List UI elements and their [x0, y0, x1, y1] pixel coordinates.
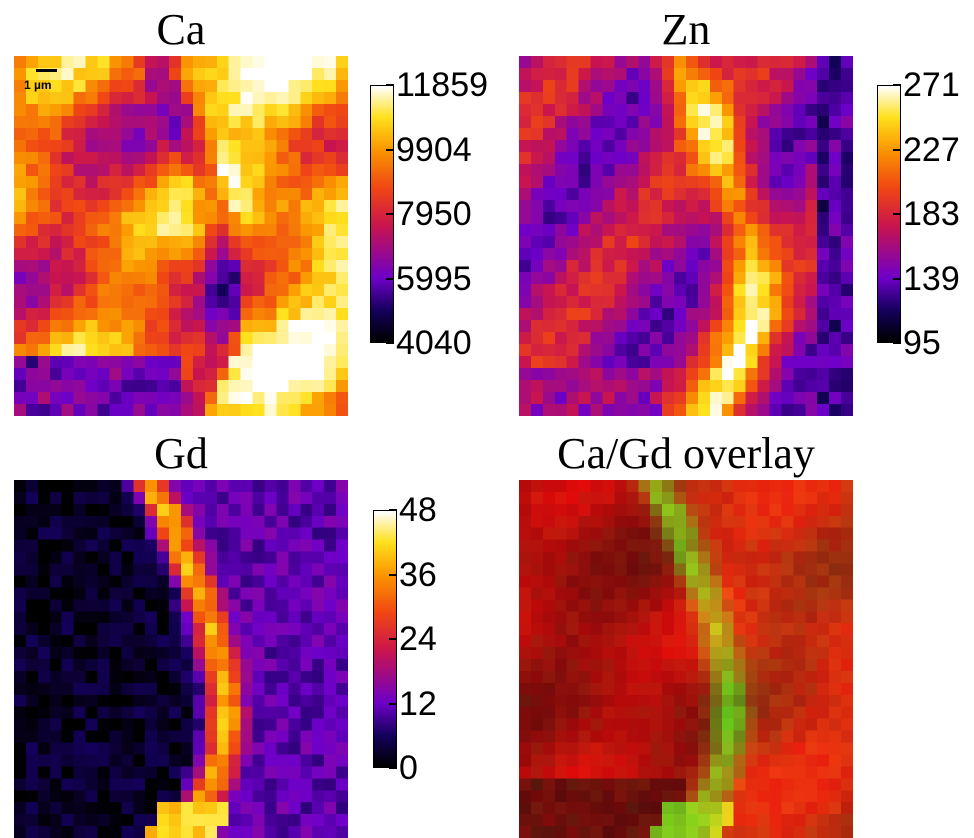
zn-colorbar-tick-label: 271	[903, 66, 960, 104]
overlay-title: Ca/Gd overlay	[557, 429, 815, 478]
ca-gd-overlay-map	[519, 480, 853, 838]
scale-bar-label: 1 µm	[24, 78, 52, 92]
gd-colorbar-tick-mark	[389, 767, 397, 769]
zn-colorbar-tick-mark	[893, 84, 901, 86]
ca-colorbar-tick-label: 5995	[396, 259, 472, 298]
zn-colorbar-tick-mark	[893, 213, 901, 215]
ca-colorbar-tick-mark	[386, 148, 394, 151]
ca-colorbar-tick-mark	[386, 213, 394, 215]
gd-colorbar-tick-label: 0	[399, 749, 418, 787]
gd-colorbar-tick-label: 48	[399, 491, 437, 529]
ca-colorbar-tick-mark	[386, 84, 394, 86]
zn-map	[519, 56, 853, 416]
gd-colorbar-tick-label: 24	[399, 620, 437, 658]
zn-colorbar-tick-label: 95	[903, 324, 941, 362]
gd-colorbar-tick-label: 12	[399, 684, 437, 723]
zn-colorbar-tick-mark	[893, 342, 901, 344]
gd-title: Gd	[154, 429, 208, 478]
gd-colorbar-tick-mark	[389, 638, 397, 640]
zn-colorbar-tick-label: 227	[903, 130, 960, 169]
gd-colorbar-tick-mark	[389, 573, 397, 576]
ca-colorbar-tick-label: 9904	[396, 130, 472, 169]
gd-map	[14, 480, 348, 838]
ca-colorbar-tick-mark	[386, 277, 394, 280]
gd-colorbar-tick-label: 36	[399, 555, 437, 594]
zn-colorbar-tick-mark	[893, 277, 901, 280]
ca-map	[14, 56, 348, 416]
zn-colorbar-tick-mark	[893, 148, 901, 151]
zn-colorbar-tick-label: 139	[903, 259, 960, 298]
ca-colorbar-tick-label: 11859	[396, 66, 489, 104]
gd-colorbar-tick-mark	[389, 509, 397, 511]
gd-colorbar-tick-mark	[389, 702, 397, 705]
ca-colorbar-tick-label: 7950	[396, 195, 472, 233]
ca-title: Ca	[156, 5, 206, 54]
ca-colorbar-tick-mark	[386, 342, 394, 344]
scale-bar	[36, 69, 57, 72]
zn-title: Zn	[661, 5, 711, 54]
ca-colorbar-tick-label: 4040	[396, 324, 472, 362]
zn-colorbar-tick-label: 183	[903, 195, 960, 233]
